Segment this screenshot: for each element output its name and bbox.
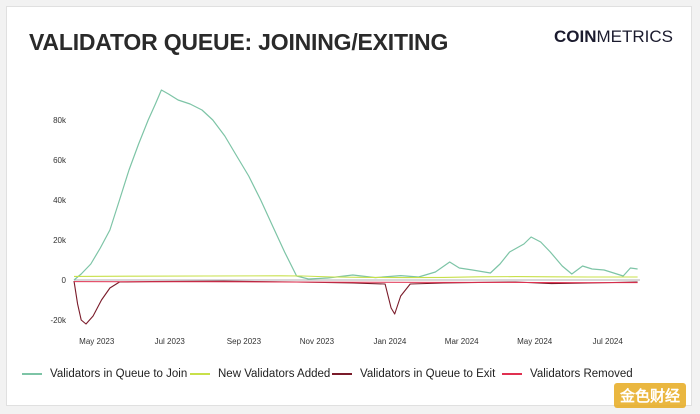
legend-item: Validators in Queue to Join <box>22 368 187 380</box>
series-line-4 <box>73 281 638 284</box>
x-tick-label: May 2024 <box>517 337 553 346</box>
y-tick-label: 20k <box>53 236 67 245</box>
legend-label: Validators in Queue to Join <box>50 368 188 380</box>
y-tick-label: 80k <box>53 116 67 125</box>
legend-label: New Validators Added <box>218 368 331 380</box>
x-tick-label: Jul 2024 <box>593 337 624 346</box>
watermark-logo: 金色财经 <box>613 383 686 408</box>
legend-item: Validators in Queue to Exit <box>332 368 495 380</box>
brand-logo: COINMETRICS <box>554 27 673 47</box>
x-tick-label: May 2023 <box>79 337 115 346</box>
x-tick-label: Mar 2024 <box>445 337 479 346</box>
chart-card: VALIDATOR QUEUE: JOINING/EXITING COINMET… <box>6 6 692 406</box>
legend-item: Validators Removed <box>502 368 633 380</box>
legend-swatch <box>332 373 352 375</box>
x-tick-label: Nov 2023 <box>300 337 335 346</box>
x-tick-label: Jul 2023 <box>155 337 186 346</box>
y-tick-label: 0 <box>62 276 67 285</box>
chart-legend: Validators in Queue to Join New Validator… <box>22 368 682 386</box>
legend-label: Validators in Queue to Exit <box>360 368 496 380</box>
series-line-3 <box>73 280 638 325</box>
x-tick-label: Sep 2023 <box>227 337 262 346</box>
y-tick-label: -20k <box>50 316 67 325</box>
y-tick-label: 60k <box>53 156 67 165</box>
series-line-1 <box>73 89 638 281</box>
brand-logo-bold: COIN <box>554 27 597 46</box>
legend-label: Validators Removed <box>530 368 633 380</box>
legend-swatch <box>502 373 522 375</box>
legend-swatch <box>190 373 210 375</box>
series-line-2 <box>73 275 638 279</box>
brand-logo-light: METRICS <box>596 27 674 46</box>
chart-title: VALIDATOR QUEUE: JOINING/EXITING <box>29 29 449 55</box>
legend-swatch <box>22 373 42 375</box>
x-tick-label: Jan 2024 <box>373 337 406 346</box>
legend-item: New Validators Added <box>190 368 330 380</box>
y-tick-label: 40k <box>53 196 67 205</box>
